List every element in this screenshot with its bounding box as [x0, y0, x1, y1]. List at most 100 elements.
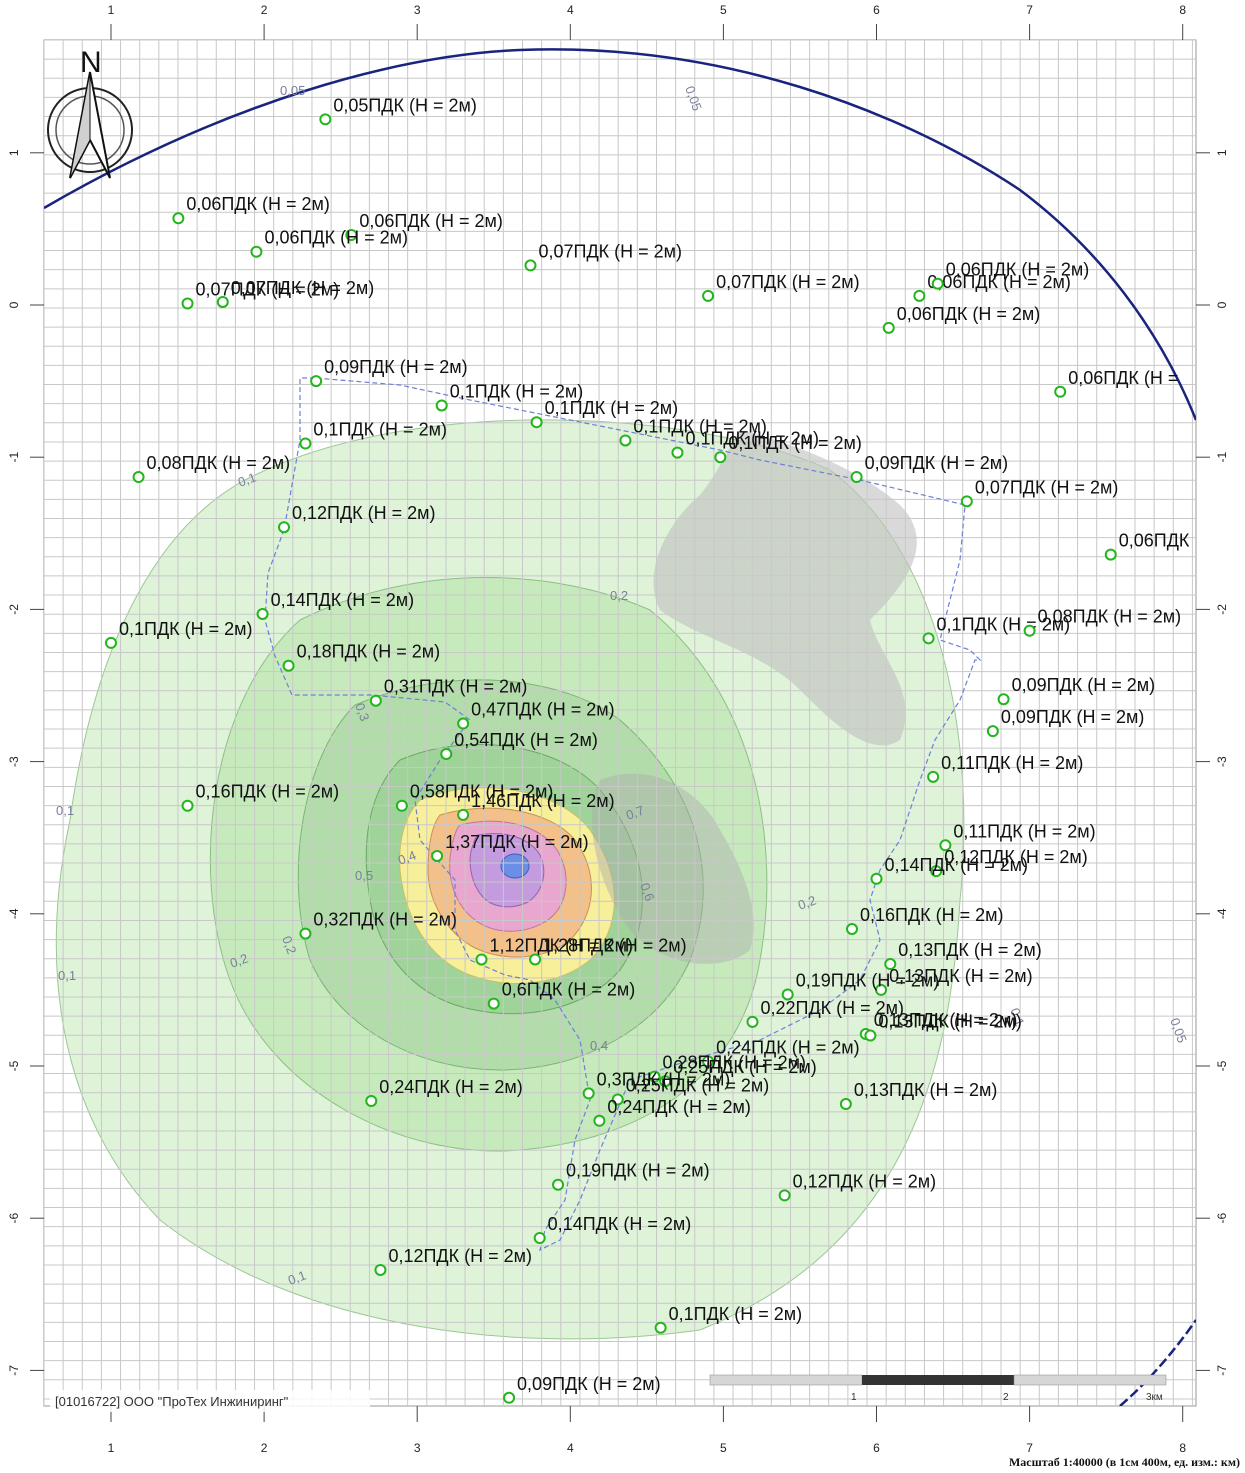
calculation-point-marker[interactable]: [299, 437, 312, 450]
y-tick-label-left: -1: [7, 452, 21, 463]
calculation-point-marker[interactable]: [105, 636, 117, 649]
calculation-point-label: 0,09ПДК (H = 2м): [1012, 675, 1156, 695]
calculation-point-marker[interactable]: [593, 1114, 606, 1127]
calculation-point-marker[interactable]: [654, 1321, 667, 1334]
calculation-point-marker[interactable]: [997, 693, 1010, 706]
calculation-point-marker[interactable]: [930, 865, 943, 878]
calculation-point-marker[interactable]: [530, 416, 543, 429]
calculation-point-marker[interactable]: [374, 1263, 387, 1276]
calculation-point-label: 0,1ПДК (H = 2м): [669, 1304, 803, 1324]
calculation-point-label: 0,1ПДК (H = 2м): [685, 429, 819, 449]
calculation-point-label: 0,06ПДК (H = 2м): [927, 272, 1071, 292]
calculation-point-label: 0,25ПДК (H = 2м): [626, 1075, 770, 1095]
calculation-point-marker[interactable]: [369, 694, 382, 707]
calculation-point-marker[interactable]: [702, 289, 715, 302]
calculation-point-marker[interactable]: [181, 799, 194, 812]
y-tick-label-left: -4: [7, 908, 21, 919]
calculation-point-marker[interactable]: [365, 1095, 378, 1108]
contour-label: 0,6: [637, 881, 657, 903]
calculation-point-label: 0,16ПДК (H = 2м): [860, 905, 1004, 925]
calculation-point-marker[interactable]: [475, 953, 488, 966]
contour-label: 0,5: [355, 868, 373, 883]
calculation-point-label: 0,07ПДК (H = 2м): [231, 278, 375, 298]
calculation-point-marker[interactable]: [1104, 548, 1117, 561]
calculation-point-marker[interactable]: [913, 289, 926, 302]
calculation-point-marker[interactable]: [882, 321, 895, 334]
calculation-point-label: 0,12ПДК (H = 2м): [944, 847, 1088, 867]
calculation-point-marker[interactable]: [927, 770, 940, 783]
contour-label: 0,3: [352, 701, 372, 723]
calculation-point-marker[interactable]: [282, 659, 295, 672]
calculation-point-marker[interactable]: [931, 277, 944, 290]
calculation-point-marker[interactable]: [533, 1231, 546, 1244]
calculation-point-marker[interactable]: [846, 923, 859, 936]
x-tick-label-top: 3: [414, 3, 421, 17]
calculation-point-label: 0,09ПДК (H = 2м): [865, 453, 1009, 473]
y-tick-label-right: 0: [1215, 301, 1229, 308]
calculation-point-marker[interactable]: [922, 632, 935, 645]
calculation-point-marker[interactable]: [611, 1093, 624, 1106]
contour-label: 0,2: [610, 588, 628, 603]
calculation-point-marker[interactable]: [659, 1075, 672, 1088]
calculation-point-marker[interactable]: [250, 245, 263, 258]
calculation-point-marker[interactable]: [702, 1055, 715, 1068]
calculation-point-marker[interactable]: [939, 839, 952, 852]
calculation-point-marker[interactable]: [132, 470, 145, 483]
calculation-point-marker[interactable]: [395, 799, 408, 812]
calculation-point-label: 0,24ПДК (H = 2м): [716, 1037, 860, 1057]
calculation-point-marker[interactable]: [457, 717, 470, 730]
calculation-point-label: 0,24ПДК (H = 2м): [607, 1097, 751, 1117]
calculation-point-marker[interactable]: [319, 113, 332, 126]
calculation-point-marker[interactable]: [671, 446, 684, 459]
calculation-point-label: 0,13ПДК (H = 2м): [874, 1010, 1018, 1030]
calculation-point-marker[interactable]: [487, 997, 500, 1010]
x-tick-label-bottom: 3: [414, 1441, 421, 1455]
industrial-zone-shading: [653, 430, 917, 746]
calculation-point-marker[interactable]: [1054, 385, 1067, 398]
calculation-point-marker[interactable]: [440, 747, 453, 760]
calculation-point-marker[interactable]: [781, 988, 794, 1001]
calculation-point-marker[interactable]: [778, 1189, 791, 1202]
calculation-point-marker[interactable]: [884, 958, 897, 971]
calculation-point-marker[interactable]: [172, 212, 185, 225]
calculation-point-label: 0,09ПДК (H = 2м): [517, 1374, 661, 1394]
x-tick-label-bottom: 7: [1026, 1441, 1033, 1455]
calculation-point-marker[interactable]: [986, 725, 999, 738]
calculation-point-marker[interactable]: [864, 1029, 877, 1042]
calculation-point-label: 0,06ПДК (H = 2м): [897, 304, 1041, 324]
calculation-point-marker[interactable]: [345, 228, 358, 241]
calculation-point-marker[interactable]: [714, 451, 727, 464]
x-tick-label-top: 8: [1179, 3, 1186, 17]
calculation-point-marker[interactable]: [278, 521, 291, 534]
calculation-point-marker[interactable]: [431, 849, 444, 862]
calculation-point-marker[interactable]: [529, 953, 542, 966]
calculation-point-marker[interactable]: [299, 927, 312, 940]
calculation-point-marker[interactable]: [582, 1087, 595, 1100]
calculation-point-marker[interactable]: [850, 470, 863, 483]
enterprise-area-shading: [591, 773, 754, 964]
x-tick-label-top: 6: [873, 3, 880, 17]
calculation-point-marker[interactable]: [552, 1178, 565, 1191]
calculation-point-marker[interactable]: [870, 872, 883, 885]
calculation-point-label: 0,1ПДК (H = 2м): [450, 381, 584, 401]
calculation-point-marker[interactable]: [839, 1098, 852, 1111]
calculation-point-marker[interactable]: [524, 259, 537, 272]
calculation-point-label: 0,09ПДК (H = 2м): [1001, 707, 1145, 727]
calculation-point-marker[interactable]: [310, 375, 323, 388]
calculation-point-marker[interactable]: [875, 983, 888, 996]
calculation-point-marker[interactable]: [503, 1391, 516, 1404]
calculation-point-marker[interactable]: [216, 295, 229, 308]
calculation-point-marker[interactable]: [457, 808, 470, 821]
calculation-point-marker[interactable]: [746, 1015, 759, 1028]
contour-label: 0,2: [279, 934, 299, 956]
calculation-point-marker[interactable]: [256, 607, 269, 620]
calculation-point-marker[interactable]: [181, 297, 194, 310]
calculation-point-marker[interactable]: [619, 434, 632, 447]
calculation-point-label: 0,1ПДК (H = 2м): [313, 420, 447, 440]
calculation-point-marker[interactable]: [435, 399, 448, 412]
calculation-point-marker[interactable]: [648, 1070, 661, 1083]
calculation-point-label: 0,13ПДК (H = 2м): [889, 966, 1033, 986]
calculation-point-marker[interactable]: [960, 495, 973, 508]
calculation-point-marker[interactable]: [1023, 624, 1036, 637]
